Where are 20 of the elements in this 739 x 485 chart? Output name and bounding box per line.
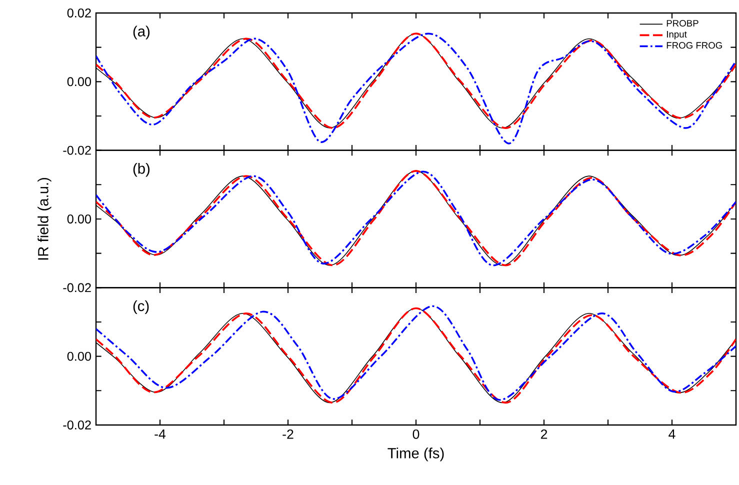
y-axis-title: IR field (a.u.) [38, 178, 52, 260]
y-tick-label: -0.02 [63, 283, 91, 292]
annotation: (b) [133, 163, 150, 177]
x-tick-label: -2 [282, 429, 294, 439]
y-tick-label: -0.02 [63, 420, 91, 430]
legend-label: Input [667, 31, 687, 40]
x-axis-title: Time (fs) [388, 448, 444, 462]
x-tick-label: 4 [668, 429, 676, 439]
annotation: (a) [133, 26, 150, 40]
y-tick-label: 0.00 [67, 214, 92, 224]
x-tick-label: 2 [540, 429, 548, 439]
x-tick-label: -4 [154, 429, 166, 439]
legend-label: FROG FROG [666, 42, 722, 49]
legend-label: PROBP [666, 20, 698, 27]
y-tick-label: 0.00 [67, 77, 92, 86]
x-tick-label: 0 [412, 429, 420, 439]
y-tick-label: 0.02 [67, 8, 91, 18]
y-tick-label: 0.00 [67, 352, 92, 361]
y-tick-label: -0.02 [63, 146, 91, 155]
annotation: (c) [133, 300, 149, 314]
